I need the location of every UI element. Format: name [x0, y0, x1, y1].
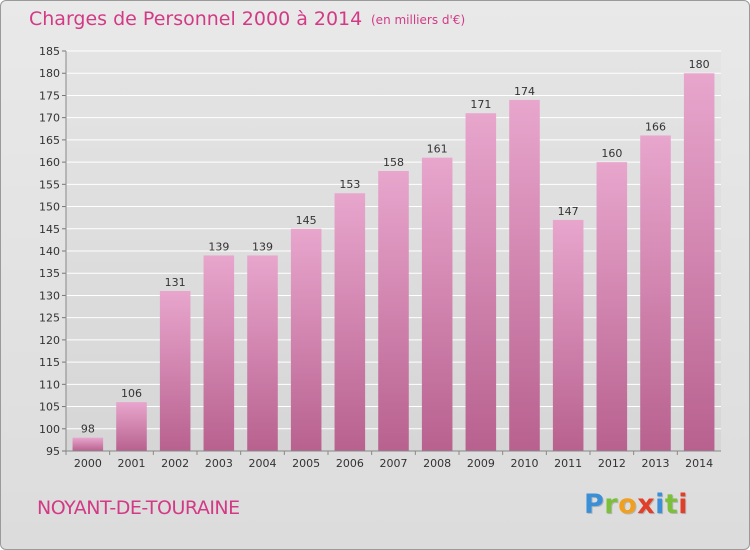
- y-tick-label: 155: [39, 178, 60, 191]
- x-tick-label: 2002: [161, 457, 189, 470]
- bar: [159, 291, 191, 451]
- logo-letter: r: [604, 489, 619, 520]
- x-tick-label: 2013: [642, 457, 670, 470]
- data-label: 139: [208, 240, 229, 253]
- data-label: 98: [81, 423, 95, 436]
- data-label: 161: [427, 143, 448, 156]
- chart-title: Charges de Personnel 2000 à 2014: [29, 8, 363, 30]
- bar: [203, 255, 235, 451]
- x-tick-label: 2008: [423, 457, 451, 470]
- bar: [72, 437, 104, 451]
- logo-letter: i: [655, 489, 665, 520]
- logo-letter: i: [678, 489, 689, 520]
- x-tick-label: 2007: [380, 457, 408, 470]
- x-tick-label: 2000: [74, 457, 102, 470]
- x-tick-label: 2005: [292, 457, 320, 470]
- y-tick-label: 170: [39, 112, 60, 125]
- y-tick-label: 140: [39, 245, 60, 258]
- bar: [640, 135, 671, 451]
- bar: [334, 193, 366, 451]
- data-label: 166: [645, 120, 666, 133]
- proxiti-logo: Proxiti: [584, 489, 688, 520]
- x-tick-label: 2006: [336, 457, 364, 470]
- bar: [552, 219, 584, 451]
- y-tick-label: 120: [39, 334, 60, 347]
- bar: [421, 157, 453, 451]
- commune-name: NOYANT-DE-TOURAINE: [37, 497, 240, 519]
- logo-letter: x: [637, 489, 656, 520]
- bar: [596, 162, 628, 451]
- x-tick-label: 2011: [554, 457, 582, 470]
- data-label: 158: [383, 156, 404, 169]
- x-tick-label: 2010: [511, 457, 539, 470]
- data-label: 153: [339, 178, 360, 191]
- data-label: 139: [252, 240, 273, 253]
- logo-letter: o: [618, 489, 638, 520]
- y-tick-label: 100: [39, 423, 60, 436]
- data-label: 145: [296, 214, 317, 227]
- y-tick-label: 125: [39, 312, 60, 325]
- x-tick-label: 2014: [685, 457, 713, 470]
- bar: [683, 73, 715, 451]
- x-tick-label: 2009: [467, 457, 495, 470]
- data-label: 131: [165, 276, 186, 289]
- y-tick-label: 145: [39, 223, 60, 236]
- y-tick-label: 165: [39, 134, 60, 147]
- y-tick-label: 115: [39, 356, 60, 369]
- data-label: 174: [514, 85, 535, 98]
- y-tick-label: 105: [39, 401, 60, 414]
- bar: [290, 228, 322, 451]
- y-tick-label: 185: [39, 45, 60, 58]
- bar: [116, 402, 147, 451]
- bar: [509, 99, 540, 451]
- data-label: 180: [689, 58, 710, 71]
- bar: [247, 255, 278, 451]
- x-tick-label: 2003: [205, 457, 233, 470]
- bar: [465, 113, 497, 451]
- y-tick-label: 150: [39, 201, 60, 214]
- bar: [378, 171, 409, 451]
- data-label: 160: [601, 147, 622, 160]
- data-label: 106: [121, 387, 142, 400]
- y-tick-label: 160: [39, 156, 60, 169]
- logo-letter: t: [664, 489, 679, 520]
- y-tick-label: 95: [46, 445, 60, 458]
- y-tick-label: 130: [39, 289, 60, 302]
- logo-letter: P: [584, 489, 605, 520]
- y-tick-label: 180: [39, 67, 60, 80]
- y-tick-label: 110: [39, 378, 60, 391]
- data-label: 171: [470, 98, 491, 111]
- x-tick-label: 2012: [598, 457, 626, 470]
- y-tick-label: 175: [39, 89, 60, 102]
- x-tick-label: 2004: [249, 457, 277, 470]
- chart-unit: (en milliers d'€): [371, 13, 466, 27]
- data-label: 147: [558, 205, 579, 218]
- x-tick-label: 2001: [118, 457, 146, 470]
- y-tick-label: 135: [39, 267, 60, 280]
